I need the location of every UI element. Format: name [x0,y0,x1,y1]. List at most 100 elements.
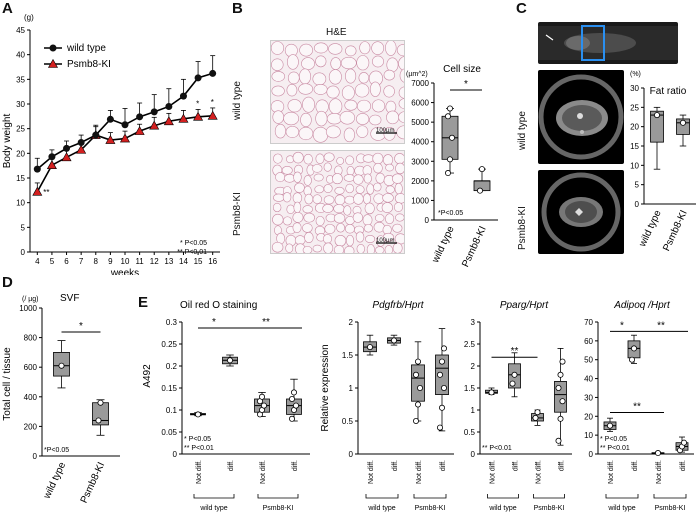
data-point [479,166,486,173]
adipocyte [298,126,314,141]
adipocyte [363,173,372,184]
data-point [439,404,446,411]
adipocyte [333,245,345,253]
adipocyte [344,195,355,205]
y-tick-label: 5000 [411,118,429,127]
x-tick-label: 8 [94,257,99,266]
group-label: Psmb8-KI [263,505,294,512]
adipocyte [371,99,386,113]
x-condition-label: Not diff. [368,460,375,484]
adipocyte [369,114,382,126]
adipocyte [287,71,300,85]
x-category-label: wild type [41,460,68,501]
y-tick-label: 2.5 [464,340,476,349]
x-condition-label: Not diff. [536,460,543,484]
y-tick-label: 0 [173,450,178,459]
row-label-psmb8-ki-c: Psmb8-KI [517,206,528,250]
adipocyte [274,123,286,139]
x-condition-label: diff. [632,460,639,471]
svf-unit: (/ µg) [22,296,38,303]
adipocyte [343,127,355,143]
x-condition-label: diff. [559,460,566,471]
adipocyte [315,215,325,227]
adipocyte [369,81,381,97]
x-condition-label: Not diff. [196,460,203,484]
adipocyte [299,68,311,85]
adipocyte [344,99,358,111]
adipocyte [303,175,312,186]
adipocyte [272,213,284,226]
x-condition-label: diff. [392,460,399,471]
chart-title-cell-size: Cell size [443,64,481,75]
adipocyte [285,125,300,138]
y-tick-label: 200 [24,422,38,431]
data-point-psmb8-ki [163,116,174,126]
y-tick-label: 25 [630,103,639,112]
adipocyte [382,154,394,166]
data-point [534,409,541,416]
data-point [367,344,374,351]
chart-title-pdgfrb: Pdgfrb/Hprt [372,300,424,311]
adipocyte [303,153,313,165]
adipocyte [398,98,404,110]
y-tick-label: 2 [471,362,476,371]
y-tick-label: 20 [584,412,593,421]
x-tick-label: 15 [194,257,203,266]
adipocyte [311,164,323,173]
adipocyte [398,56,404,71]
x-axis-label: weeks [110,268,139,275]
y-tick-label: 0.5 [342,417,354,426]
adipocyte [293,201,302,214]
data-point [288,396,295,403]
adipocyte [302,223,313,233]
y-tick-label: 35 [16,75,25,84]
y-tick-label: 20 [630,123,639,132]
ct-whole-body-scan [538,22,678,64]
y-tick-label: 5 [635,181,640,190]
y-axis-label: Total cell / tissue [2,347,13,421]
sig-star-week16: * [211,98,214,107]
legend-marker-wild-type [49,44,57,52]
adipocyte [333,204,345,214]
x-tick-label: 5 [50,257,55,266]
data-point [437,371,444,378]
svf-chart: (/ µg) SVF Total cell / tissue 0 200 400 600 80… [2,293,120,505]
chart-title-svf: SVF [60,293,79,304]
adipocyte [271,71,286,82]
adipocyte [313,83,328,95]
panel-letter-e: E [138,294,149,311]
adipocyte [282,192,292,203]
y-tick-label: 2000 [411,177,429,186]
adipocyte [356,99,372,113]
y-tick-label: 1.5 [342,351,354,360]
adipocyte [273,193,285,202]
data-point [445,170,452,177]
adipocyte [364,202,375,215]
y-tick-label: 7000 [411,79,429,88]
group-bracket [533,494,565,499]
sig-star: * [620,320,624,331]
y-tick-label: 70 [584,318,593,327]
data-point [509,380,516,387]
x-tick-label: 9 [108,257,113,266]
stat-note: * P<0.05 [600,436,627,443]
y-tick-label: 0.15 [161,384,177,393]
adipocyte [286,204,295,215]
y-tick-label: 0 [33,452,38,461]
adipocyte [312,126,329,143]
row-label-wild-type-c: wild type [517,111,528,150]
adipocyte [395,213,404,222]
adipocyte [392,223,403,233]
pdgfrb-chart: Pdgfrb/Hprt Relative expression 0 0.5 1 1.5 2 N… [320,300,454,512]
adipocyte [346,166,355,176]
data-point [511,371,518,378]
data-point-psmb8-ki [61,152,72,162]
adipocyte [272,202,282,213]
adipocyte [282,216,292,226]
y-axis-label: A492 [142,364,153,388]
adipocyte [356,55,370,71]
data-point [292,402,299,409]
x-tick-label: 7 [79,257,84,266]
data-point [488,389,495,396]
adipocyte [271,58,284,71]
